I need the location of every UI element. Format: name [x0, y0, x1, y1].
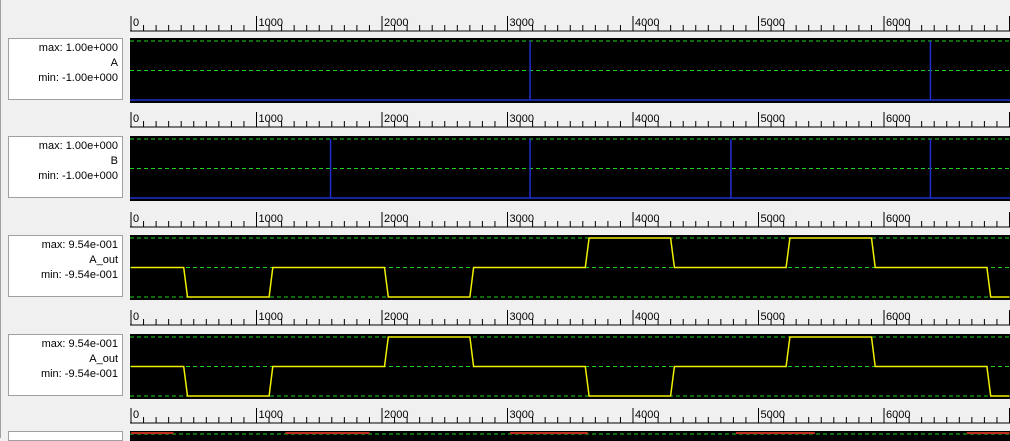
tick-label: 0 — [133, 17, 139, 29]
max-label: max: 1.00e+000 — [38, 42, 118, 54]
min-label: min: -1.00e+000 — [38, 72, 118, 84]
signal-trace — [131, 237, 1010, 298]
channel-name: A_out — [89, 353, 118, 365]
ruler-svg: 0 1000 2000 3000 4000 5000 6000 — [130, 112, 1010, 128]
time-ruler: 0 1000 2000 3000 4000 5000 6000 — [130, 110, 1010, 128]
tick-label: 3000 — [510, 17, 534, 29]
tick-label: 0 — [133, 113, 139, 125]
plot-B[interactable] — [130, 136, 1010, 201]
min-label: min: -9.54e-001 — [40, 368, 118, 380]
plot-A-svg — [130, 40, 1010, 101]
max-label: max: 9.54e-001 — [41, 338, 118, 350]
channel-name: B — [110, 155, 118, 167]
tick-label: 5000 — [761, 213, 785, 225]
signal-trace — [131, 336, 1010, 397]
tick-label: 4000 — [635, 311, 659, 323]
tick-label: 0 — [133, 213, 139, 225]
time-ruler: 0 1000 2000 3000 4000 5000 6000 — [130, 14, 1010, 32]
tick-label: 1000 — [259, 17, 283, 29]
tick-label: 5000 — [761, 113, 785, 125]
tick-label: 4000 — [635, 17, 659, 29]
plot-A-out-2-svg — [130, 336, 1010, 397]
tick-label: 4000 — [635, 409, 659, 421]
channel-label-box: max: 9.54e-001 A_out min: -9.54e-001 — [8, 235, 123, 297]
time-ruler: 0 1000 2000 3000 4000 5000 6000 — [130, 210, 1010, 228]
plot-A-out-2[interactable] — [130, 334, 1010, 399]
tick-label: 2000 — [384, 113, 408, 125]
min-label: min: -1.00e+000 — [38, 170, 118, 182]
tick-label: 1000 — [259, 213, 283, 225]
tick-label: 5000 — [761, 409, 785, 421]
time-ruler: 0 1000 2000 3000 4000 5000 6000 — [130, 406, 1010, 424]
ruler-svg: 0 1000 2000 3000 4000 5000 6000 — [130, 310, 1010, 326]
plot-B-svg — [130, 138, 1010, 199]
tick-label: 3000 — [510, 113, 534, 125]
tick-label: 3000 — [510, 409, 534, 421]
tick-label: 6000 — [886, 113, 910, 125]
ruler-svg: 0 1000 2000 3000 4000 5000 6000 — [130, 212, 1010, 228]
max-label: max: 1.00e+000 — [38, 140, 118, 152]
tick-label: 1000 — [259, 113, 283, 125]
tick-label: 0 — [133, 409, 139, 421]
plot-A-out-1-svg — [130, 237, 1010, 298]
plot-A[interactable] — [130, 38, 1010, 103]
channel-name: A — [110, 57, 118, 69]
channel-label-box: max: 1.00e+000 A min: -1.00e+000 — [8, 38, 123, 100]
tick-label: 4000 — [635, 213, 659, 225]
tick-label: 6000 — [886, 311, 910, 323]
max-label: max: 9.54e-001 — [41, 239, 118, 251]
channel-name: A_out — [89, 254, 118, 266]
tick-label: 3000 — [510, 311, 534, 323]
tick-label: 2000 — [384, 213, 408, 225]
ruler-svg: 0 1000 2000 3000 4000 5000 6000 — [130, 408, 1010, 424]
tick-label: 6000 — [886, 17, 910, 29]
ruler-svg: 0 1000 2000 3000 4000 5000 6000 — [130, 16, 1010, 32]
tick-label: 0 — [133, 311, 139, 323]
tick-label: 1000 — [259, 311, 283, 323]
tick-label: 2000 — [384, 17, 408, 29]
tick-label: 6000 — [886, 409, 910, 421]
tick-label: 3000 — [510, 213, 534, 225]
left-border — [0, 0, 1, 438]
tick-label: 5000 — [761, 311, 785, 323]
channel-label-box: max: 9.54e-001 A_out min: -9.54e-001 — [8, 334, 123, 396]
channel-label-box: max: 1.00e+000 B min: -1.00e+000 — [8, 136, 123, 198]
plot-partial[interactable] — [130, 431, 1010, 441]
tick-label: 1000 — [259, 409, 283, 421]
plot-A-out-1[interactable] — [130, 235, 1010, 300]
tick-label: 6000 — [886, 213, 910, 225]
min-label: min: -9.54e-001 — [40, 269, 118, 281]
plot-partial-svg — [130, 432, 1010, 435]
tick-label: 4000 — [635, 113, 659, 125]
tick-label: 2000 — [384, 409, 408, 421]
tick-label: 5000 — [761, 17, 785, 29]
channel-label-box-partial — [8, 431, 123, 441]
time-ruler: 0 1000 2000 3000 4000 5000 6000 — [130, 308, 1010, 326]
tick-label: 2000 — [384, 311, 408, 323]
